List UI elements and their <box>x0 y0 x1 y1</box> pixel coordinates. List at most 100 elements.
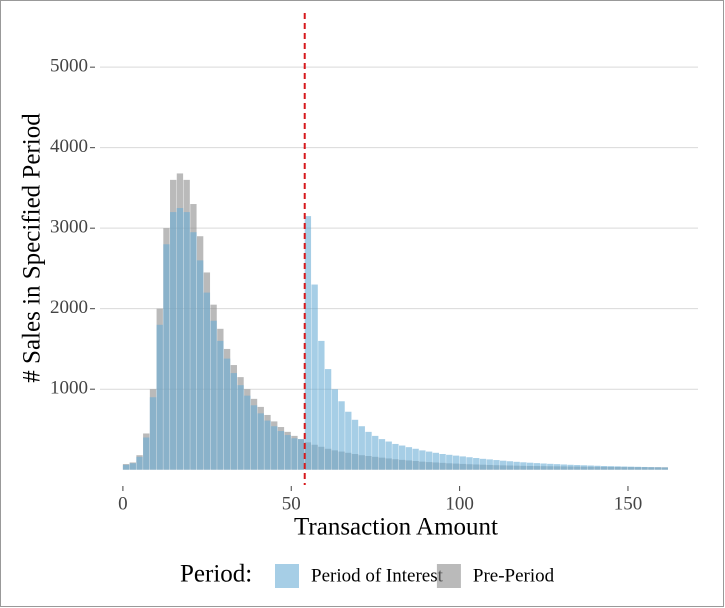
bar <box>378 439 386 470</box>
legend-swatch <box>436 564 461 588</box>
bar <box>654 467 662 470</box>
x-tick-label: 0 <box>118 493 128 514</box>
bar <box>365 431 372 470</box>
bar <box>257 413 264 470</box>
y-tick-label: 2000 <box>50 297 88 318</box>
bar <box>439 454 446 470</box>
bar <box>553 464 561 470</box>
legend-label: Pre-Period <box>473 565 555 586</box>
bar <box>304 216 312 470</box>
bar <box>331 389 338 470</box>
bar <box>540 463 547 470</box>
bar <box>466 457 473 470</box>
bar <box>237 385 244 470</box>
bar <box>607 466 615 470</box>
bar <box>122 464 130 470</box>
bar <box>526 462 534 470</box>
bar <box>324 369 332 470</box>
bar <box>230 373 237 470</box>
bar <box>250 405 258 470</box>
bar <box>136 456 143 470</box>
bar <box>392 443 399 470</box>
bar <box>419 450 426 470</box>
bar <box>291 438 298 470</box>
bar <box>574 465 581 470</box>
bar <box>203 292 211 470</box>
bar <box>277 431 285 470</box>
bar <box>547 463 554 470</box>
bar <box>170 212 177 470</box>
bar <box>311 284 318 470</box>
y-axis-title: # Sales in Specified Period <box>19 113 46 383</box>
bar <box>345 411 352 470</box>
bar <box>318 340 325 470</box>
bar <box>338 401 345 470</box>
bar <box>385 441 392 470</box>
bar <box>372 435 379 470</box>
bar <box>533 463 541 470</box>
x-tick-label: 150 <box>614 493 643 514</box>
y-tick-label: 4000 <box>50 136 88 157</box>
bar <box>271 426 278 470</box>
bar <box>284 435 291 470</box>
bar <box>190 232 197 470</box>
bar <box>446 454 453 470</box>
bar <box>196 260 204 470</box>
legend-swatch <box>275 564 299 588</box>
bar <box>405 447 413 470</box>
bar <box>149 397 157 470</box>
bar <box>156 324 163 470</box>
bar <box>163 244 170 470</box>
bar <box>567 464 574 470</box>
bar <box>399 445 406 470</box>
bar <box>425 451 433 470</box>
bar <box>661 467 668 470</box>
legend-label: Period of Interest <box>311 565 444 586</box>
bar <box>614 466 621 470</box>
bar <box>641 466 648 470</box>
bar <box>627 466 635 470</box>
bar <box>452 455 460 470</box>
bar <box>621 466 628 470</box>
bar <box>473 458 480 470</box>
bar <box>297 439 305 470</box>
bar <box>217 340 224 470</box>
bar <box>506 461 514 470</box>
bars <box>122 173 668 470</box>
bar <box>244 395 251 470</box>
x-tick-label: 100 <box>445 493 474 514</box>
bar <box>601 466 608 470</box>
bar <box>223 358 231 470</box>
bar <box>634 466 642 470</box>
bar <box>513 461 520 470</box>
x-tick-label: 50 <box>282 493 301 514</box>
bar <box>432 452 440 470</box>
bar <box>183 212 190 470</box>
bar <box>143 437 150 470</box>
bar <box>648 467 655 470</box>
bar <box>129 463 136 470</box>
bar <box>486 459 493 470</box>
bar <box>459 456 466 470</box>
bar <box>351 419 359 470</box>
bar <box>587 465 594 470</box>
bar <box>594 465 601 470</box>
bar <box>520 462 527 470</box>
bar <box>176 208 184 470</box>
bar <box>358 426 365 470</box>
x-axis-title: Transaction Amount <box>294 514 498 541</box>
bar <box>210 320 217 470</box>
legend-title: Period: <box>180 561 252 588</box>
bar <box>500 460 507 470</box>
y-tick-label: 1000 <box>50 378 88 399</box>
bar <box>493 460 500 470</box>
bar <box>264 420 271 470</box>
bar <box>580 465 588 470</box>
y-tick-label: 3000 <box>50 217 88 238</box>
bar <box>412 448 419 470</box>
y-tick-label: 5000 <box>50 56 88 77</box>
bar <box>479 458 487 470</box>
bar <box>560 464 567 470</box>
